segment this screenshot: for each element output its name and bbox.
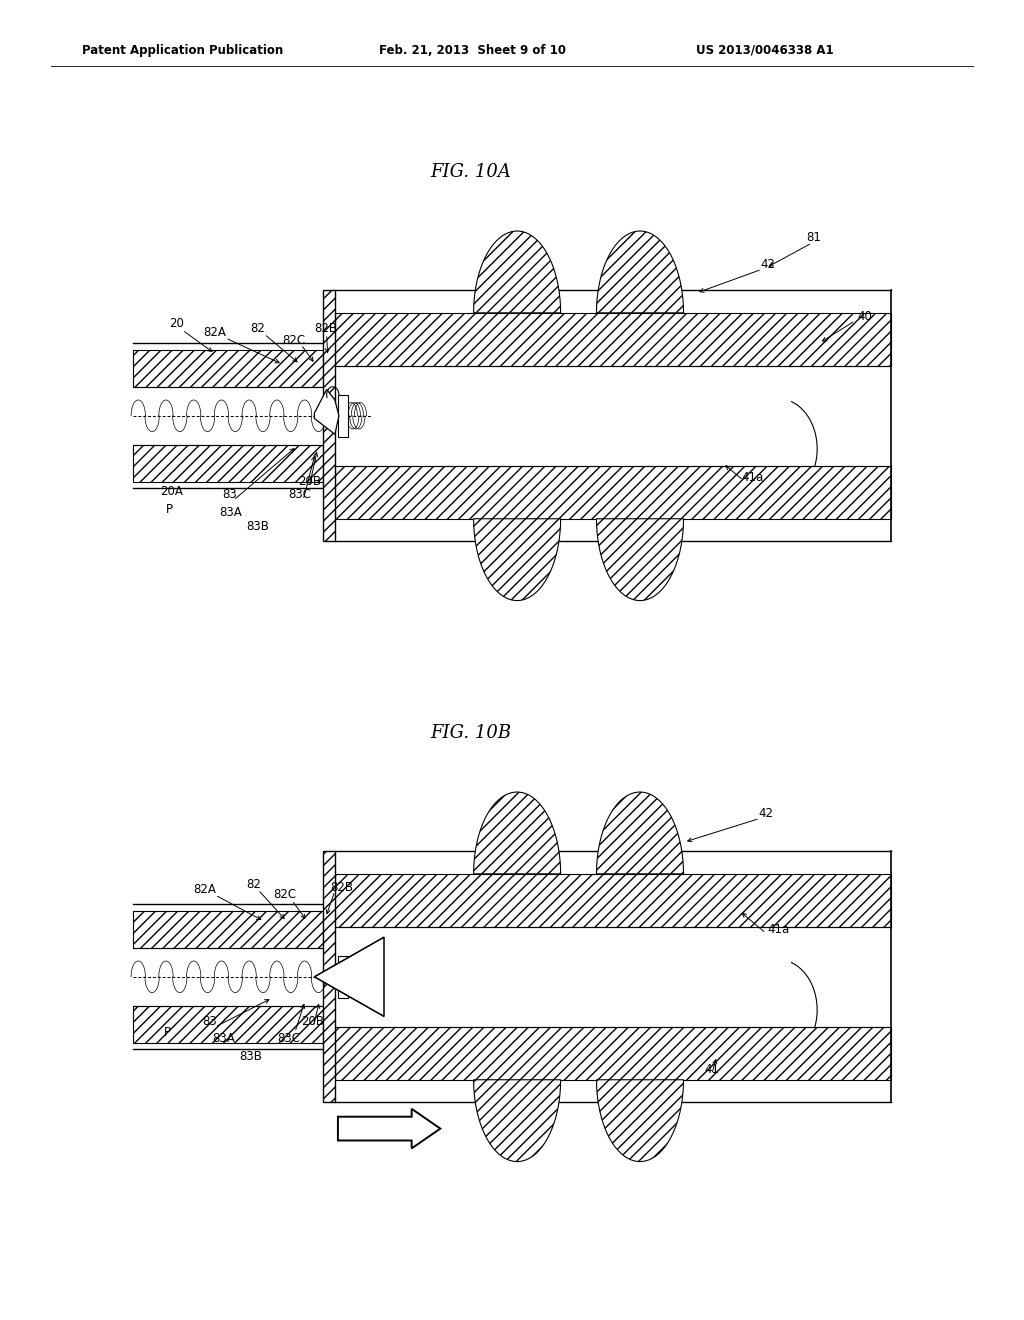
Text: 82C: 82C bbox=[283, 334, 305, 347]
Text: P: P bbox=[164, 1026, 170, 1039]
FancyArrow shape bbox=[338, 1109, 440, 1148]
Polygon shape bbox=[314, 937, 384, 1016]
Polygon shape bbox=[314, 389, 339, 434]
Text: 20B: 20B bbox=[298, 475, 321, 488]
Text: 82: 82 bbox=[247, 878, 261, 891]
Text: Feb. 21, 2013  Sheet 9 of 10: Feb. 21, 2013 Sheet 9 of 10 bbox=[379, 44, 566, 57]
Text: 83C: 83C bbox=[278, 1032, 300, 1045]
Text: 20: 20 bbox=[169, 317, 183, 330]
Text: 83: 83 bbox=[222, 488, 237, 502]
Text: 81: 81 bbox=[807, 231, 821, 244]
Text: 82: 82 bbox=[251, 322, 265, 335]
Text: 41: 41 bbox=[705, 1063, 719, 1076]
Polygon shape bbox=[596, 519, 684, 601]
Text: FIG. 10A: FIG. 10A bbox=[431, 162, 511, 181]
Text: 20A: 20A bbox=[161, 484, 183, 498]
Text: 83A: 83A bbox=[212, 1032, 234, 1045]
Text: US 2013/0046338 A1: US 2013/0046338 A1 bbox=[696, 44, 834, 57]
Text: 82B: 82B bbox=[314, 322, 337, 335]
Polygon shape bbox=[596, 231, 684, 313]
Text: 83B: 83B bbox=[247, 520, 269, 533]
Bar bbox=[133, 445, 323, 482]
Bar bbox=[338, 395, 348, 437]
Text: 83: 83 bbox=[203, 1015, 217, 1028]
Bar bbox=[133, 1006, 323, 1043]
Bar bbox=[335, 1027, 891, 1080]
Text: 20B: 20B bbox=[301, 1015, 324, 1028]
Text: 82C: 82C bbox=[273, 888, 296, 902]
Text: Patent Application Publication: Patent Application Publication bbox=[82, 44, 284, 57]
Text: FIG. 10B: FIG. 10B bbox=[430, 723, 512, 742]
Text: 83B: 83B bbox=[240, 1049, 262, 1063]
Bar bbox=[133, 350, 323, 387]
Bar bbox=[335, 313, 891, 366]
Text: 83A: 83A bbox=[219, 506, 242, 519]
Text: 82A: 82A bbox=[204, 326, 226, 339]
Polygon shape bbox=[596, 1080, 684, 1162]
Polygon shape bbox=[473, 1080, 561, 1162]
Bar bbox=[335, 466, 891, 519]
Bar bbox=[323, 290, 335, 541]
Polygon shape bbox=[473, 231, 561, 313]
Text: 42: 42 bbox=[759, 807, 773, 820]
Bar bbox=[338, 956, 348, 998]
Text: 42: 42 bbox=[761, 257, 775, 271]
Polygon shape bbox=[596, 792, 684, 874]
Bar bbox=[335, 874, 891, 927]
Text: 41a: 41a bbox=[741, 471, 764, 484]
Text: 82B: 82B bbox=[331, 880, 353, 894]
Text: 83C: 83C bbox=[289, 488, 311, 502]
Polygon shape bbox=[473, 519, 561, 601]
Polygon shape bbox=[473, 792, 561, 874]
Text: 40: 40 bbox=[858, 310, 872, 323]
Bar bbox=[323, 851, 335, 1102]
Text: 82A: 82A bbox=[194, 883, 216, 896]
Text: P: P bbox=[166, 503, 172, 516]
Text: 41a: 41a bbox=[767, 923, 790, 936]
Bar bbox=[133, 911, 323, 948]
